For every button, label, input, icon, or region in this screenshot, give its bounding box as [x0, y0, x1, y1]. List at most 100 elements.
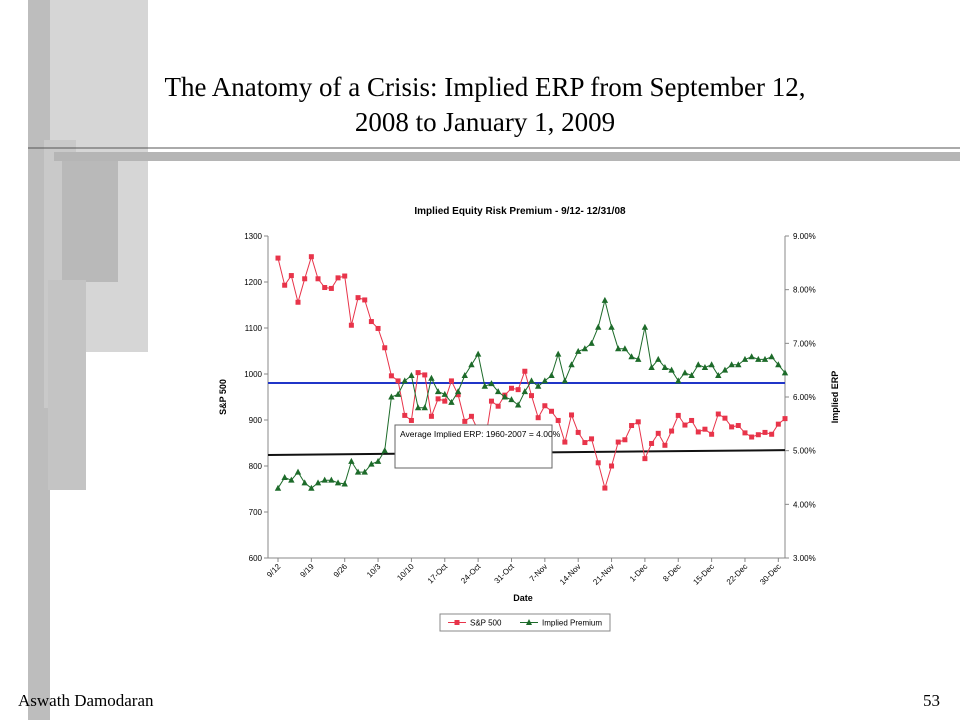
- marker: [368, 319, 374, 325]
- legend-marker: [454, 620, 460, 625]
- marker: [689, 417, 695, 423]
- marker: [635, 419, 641, 425]
- marker: [602, 485, 608, 491]
- marker: [541, 377, 549, 384]
- marker: [308, 484, 315, 491]
- marker: [709, 431, 715, 437]
- marker: [281, 474, 288, 480]
- marker: [554, 350, 562, 357]
- marker: [742, 430, 748, 436]
- y-tick-label: 1300: [244, 232, 262, 241]
- marker: [322, 285, 328, 291]
- marker: [434, 388, 442, 395]
- marker: [555, 417, 561, 423]
- marker: [381, 447, 388, 454]
- marker: [608, 323, 615, 330]
- marker: [288, 273, 294, 279]
- marker: [282, 282, 288, 288]
- marker: [314, 479, 322, 486]
- marker: [601, 296, 609, 303]
- marker: [688, 372, 695, 379]
- marker: [589, 436, 595, 442]
- marker: [422, 372, 428, 378]
- y-tick-label: 900: [249, 416, 263, 425]
- marker: [628, 353, 635, 360]
- marker: [508, 385, 514, 391]
- slide-title: 2008 to January 1, 2009: [355, 107, 615, 137]
- slide-title: The Anatomy of a Crisis: Implied ERP fro…: [165, 72, 806, 102]
- marker: [729, 424, 735, 430]
- marker: [775, 421, 781, 427]
- marker: [735, 423, 741, 429]
- marker: [761, 355, 769, 362]
- marker: [508, 396, 515, 403]
- marker: [275, 255, 281, 261]
- marker: [335, 275, 341, 281]
- marker: [368, 460, 375, 467]
- marker: [321, 476, 328, 483]
- marker: [535, 415, 541, 421]
- marker: [388, 373, 394, 379]
- marker: [661, 363, 669, 370]
- marker: [295, 299, 301, 305]
- marker: [348, 322, 354, 328]
- marker: [781, 369, 789, 376]
- chart-title: Implied Equity Risk Premium - 9/12- 12/3…: [414, 206, 626, 217]
- legend-marker: [526, 619, 532, 625]
- marker: [495, 403, 501, 409]
- marker: [669, 428, 675, 434]
- marker: [768, 353, 775, 360]
- marker: [708, 361, 715, 368]
- marker: [461, 372, 468, 379]
- marker: [735, 361, 742, 368]
- marker: [421, 404, 428, 411]
- marker: [488, 380, 495, 387]
- marker: [642, 456, 648, 462]
- marker: [408, 417, 414, 423]
- marker: [568, 361, 575, 368]
- marker: [442, 398, 448, 404]
- marker: [301, 479, 308, 486]
- marker: [581, 345, 589, 352]
- marker: [355, 295, 361, 301]
- marker: [715, 372, 722, 379]
- marker: [675, 377, 682, 384]
- marker: [288, 476, 295, 483]
- marker: [415, 370, 421, 376]
- marker: [274, 484, 282, 491]
- marker: [315, 276, 321, 282]
- marker: [402, 412, 408, 418]
- marker: [468, 413, 474, 419]
- marker: [328, 476, 335, 483]
- marker: [695, 361, 702, 368]
- marker: [682, 422, 688, 428]
- marker: [548, 372, 555, 379]
- y2-tick-label: 4.00%: [793, 500, 816, 509]
- y2-tick-label: 9.00%: [793, 232, 816, 241]
- marker: [562, 439, 568, 445]
- marker: [715, 411, 721, 417]
- y-tick-label: 1000: [244, 370, 262, 379]
- marker: [408, 372, 415, 379]
- marker: [435, 396, 441, 402]
- decor: [62, 160, 118, 282]
- marker: [441, 390, 448, 397]
- marker: [522, 368, 528, 374]
- y-tick-label: 1100: [245, 324, 263, 333]
- marker: [294, 468, 302, 475]
- marker: [308, 254, 314, 260]
- marker: [428, 413, 434, 419]
- x-axis-label: Date: [513, 593, 533, 603]
- y-tick-label: 700: [249, 508, 263, 517]
- marker: [542, 403, 548, 409]
- y-axis-label: S&P 500: [218, 379, 228, 415]
- marker: [582, 440, 588, 446]
- marker: [374, 457, 382, 464]
- y2-tick-label: 5.00%: [793, 447, 816, 456]
- marker: [549, 408, 555, 414]
- marker: [722, 415, 728, 421]
- marker: [328, 285, 334, 291]
- marker: [414, 404, 422, 411]
